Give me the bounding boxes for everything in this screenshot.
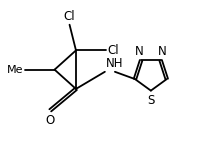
Text: Me: Me: [6, 65, 23, 75]
Text: O: O: [46, 114, 55, 127]
Text: NH: NH: [106, 57, 123, 70]
Text: N: N: [135, 45, 144, 58]
Text: Cl: Cl: [108, 44, 119, 57]
Text: N: N: [157, 45, 166, 58]
Text: S: S: [147, 94, 155, 107]
Text: Cl: Cl: [64, 10, 75, 22]
